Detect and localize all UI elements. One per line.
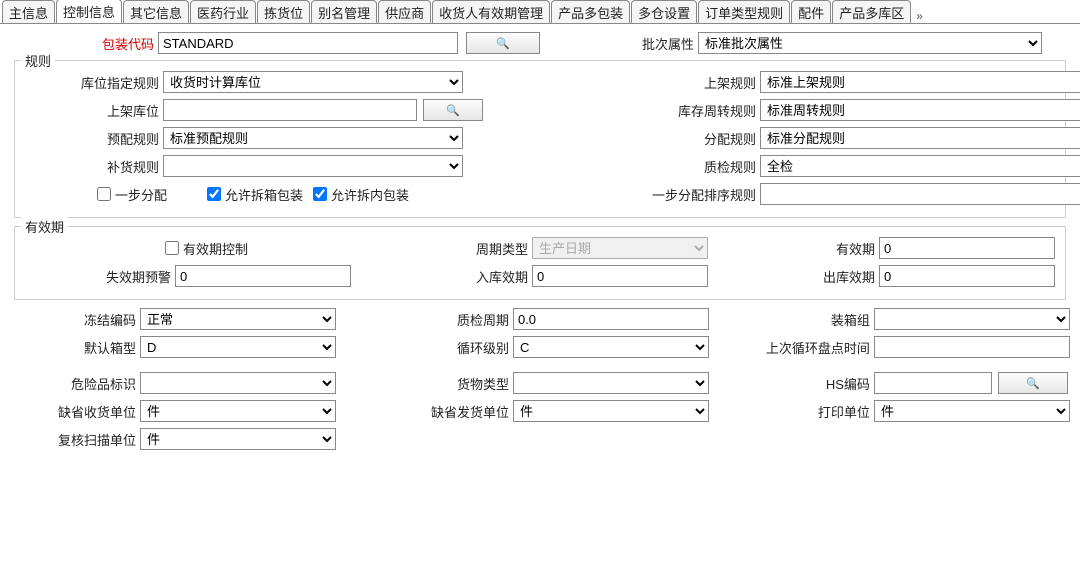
pack-code-label: 包装代码 <box>10 34 158 53</box>
last-cycle-label: 上次循环盘点时间 <box>716 338 874 357</box>
cycle-type-label: 周期类型 <box>368 239 532 258</box>
freeze-code-label: 冻结编码 <box>10 310 140 329</box>
putaway-select[interactable]: 标准上架规则 <box>760 71 1080 93</box>
freeze-code-select[interactable]: 正常 <box>140 308 336 330</box>
tab-multi-wh[interactable]: 多仓设置 <box>631 0 697 24</box>
exp-warn-input[interactable] <box>175 265 351 287</box>
inbound-label: 入库效期 <box>368 267 532 286</box>
goods-type-label: 货物类型 <box>363 374 513 393</box>
cycle-type-select: 生产日期 <box>532 237 708 259</box>
allow-unpack-label: 允许拆箱包装 <box>225 185 303 204</box>
tab-main-info[interactable]: 主信息 <box>2 0 55 24</box>
tab-alias[interactable]: 别名管理 <box>311 0 377 24</box>
scan-unit-select[interactable]: 件 <box>140 428 336 450</box>
putaway-label: 上架规则 <box>540 73 760 92</box>
exp-warn-label: 失效期预警 <box>25 267 175 286</box>
hazmat-select[interactable] <box>140 372 336 394</box>
tab-parts[interactable]: 配件 <box>791 0 831 24</box>
validity-group-title: 有效期 <box>21 217 68 236</box>
search-icon: 🔍 <box>446 104 460 117</box>
tab-pick-loc[interactable]: 拣货位 <box>257 0 310 24</box>
search-icon: 🔍 <box>1026 377 1040 390</box>
tab-supplier[interactable]: 供应商 <box>378 0 431 24</box>
rules-group-title: 规则 <box>21 51 55 70</box>
replen-select[interactable] <box>163 155 463 177</box>
alloc-select[interactable]: 标准分配规则 <box>760 127 1080 149</box>
qc-label: 质检规则 <box>540 157 760 176</box>
print-unit-select[interactable]: 件 <box>874 400 1070 422</box>
putaway-loc-lookup-button[interactable]: 🔍 <box>423 99 483 121</box>
default-box-select[interactable]: D <box>140 336 336 358</box>
pack-group-select[interactable] <box>874 308 1070 330</box>
validity-group: 有效期 有效期控制 周期类型 生产日期 有效期 失效期预警 入库效期 <box>14 226 1066 300</box>
one-step-alloc-label: 一步分配 <box>115 185 167 204</box>
validity-control-label: 有效期控制 <box>183 239 248 258</box>
tab-other-info[interactable]: 其它信息 <box>123 0 189 24</box>
qc-cycle-input[interactable] <box>513 308 709 330</box>
pack-code-lookup-button[interactable]: 🔍 <box>466 32 540 54</box>
batch-attr-select[interactable]: 标准批次属性 <box>698 32 1042 54</box>
tab-multi-zone[interactable]: 产品多库区 <box>832 0 911 24</box>
alloc-label: 分配规则 <box>540 129 760 148</box>
tab-multi-pack[interactable]: 产品多包装 <box>551 0 630 24</box>
one-step-sort-input[interactable] <box>760 183 1080 205</box>
validity-control-checkbox[interactable]: 有效期控制 <box>165 239 248 258</box>
loc-assign-select[interactable]: 收货时计算库位 <box>163 71 463 93</box>
outbound-label: 出库效期 <box>711 267 879 286</box>
valid-input[interactable] <box>879 237 1055 259</box>
outbound-input[interactable] <box>879 265 1055 287</box>
hazmat-label: 危险品标识 <box>10 374 140 393</box>
pack-group-label: 装箱组 <box>716 310 874 329</box>
tab-bar: 主信息 控制信息 其它信息 医药行业 拣货位 别名管理 供应商 收货人有效期管理… <box>0 0 1080 24</box>
allow-unpack-checkbox[interactable]: 允许拆箱包装 <box>207 185 303 204</box>
allow-inner-unpack-label: 允许拆内包装 <box>331 185 409 204</box>
tab-control-info[interactable]: 控制信息 <box>56 0 122 24</box>
one-step-sort-label: 一步分配排序规则 <box>540 185 760 204</box>
recv-unit-label: 缺省收货单位 <box>10 402 140 421</box>
hs-code-input[interactable] <box>874 372 992 394</box>
inv-turn-select[interactable]: 标准周转规则 <box>760 99 1080 121</box>
putaway-loc-input[interactable] <box>163 99 417 121</box>
last-cycle-input[interactable] <box>874 336 1070 358</box>
tabs-overflow-icon[interactable]: » <box>912 9 927 23</box>
inbound-input[interactable] <box>532 265 708 287</box>
hs-code-lookup-button[interactable]: 🔍 <box>998 372 1068 394</box>
cycle-level-select[interactable]: C <box>513 336 709 358</box>
valid-label: 有效期 <box>711 239 879 258</box>
qc-select[interactable]: 全检 <box>760 155 1080 177</box>
print-unit-label: 打印单位 <box>716 402 874 421</box>
allow-inner-unpack-checkbox[interactable]: 允许拆内包装 <box>313 185 409 204</box>
ship-unit-label: 缺省发货单位 <box>363 402 513 421</box>
ship-unit-select[interactable]: 件 <box>513 400 709 422</box>
rules-group: 规则 库位指定规则 收货时计算库位 上架规则 标准上架规则 上架库位 🔍 库存周… <box>14 60 1066 218</box>
tab-pharma[interactable]: 医药行业 <box>190 0 256 24</box>
pack-code-input[interactable] <box>158 32 458 54</box>
hs-code-label: HS编码 <box>716 374 874 393</box>
goods-type-select[interactable] <box>513 372 709 394</box>
search-icon: 🔍 <box>496 37 510 50</box>
cycle-level-label: 循环级别 <box>363 338 513 357</box>
scan-unit-label: 复核扫描单位 <box>10 430 140 449</box>
recv-unit-select[interactable]: 件 <box>140 400 336 422</box>
form-area: 包装代码 🔍 批次属性 标准批次属性 规则 库位指定规则 收货时计算库位 上架规… <box>0 24 1080 464</box>
qc-cycle-label: 质检周期 <box>363 310 513 329</box>
tab-consignee-validity[interactable]: 收货人有效期管理 <box>432 0 550 24</box>
inv-turn-label: 库存周转规则 <box>540 101 760 120</box>
batch-attr-label: 批次属性 <box>540 34 698 53</box>
putaway-loc-label: 上架库位 <box>25 101 163 120</box>
loc-assign-label: 库位指定规则 <box>25 73 163 92</box>
replen-label: 补货规则 <box>25 157 163 176</box>
prealloc-label: 预配规则 <box>25 129 163 148</box>
default-box-label: 默认箱型 <box>10 338 140 357</box>
one-step-alloc-checkbox[interactable]: 一步分配 <box>97 185 167 204</box>
tab-order-type-rule[interactable]: 订单类型规则 <box>698 0 790 24</box>
prealloc-select[interactable]: 标准预配规则 <box>163 127 463 149</box>
